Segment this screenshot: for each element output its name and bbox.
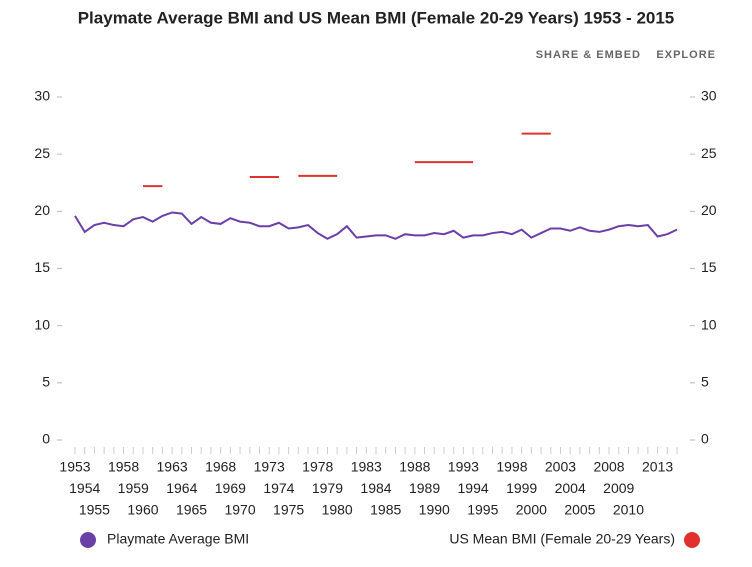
explore-link[interactable]: EXPLORE — [656, 49, 716, 61]
legend-label: US Mean BMI (Female 20-29 Years) — [449, 531, 675, 547]
series-line — [74, 211, 678, 240]
x-tick-label: 1983 — [351, 459, 382, 475]
share-embed-link[interactable]: SHARE & EMBED — [536, 49, 641, 61]
x-tick-label: 1958 — [108, 459, 139, 475]
y-tick-label-right: 30 — [701, 88, 717, 104]
x-tick-label: 1995 — [467, 502, 498, 518]
y-tick-label: 5 — [42, 374, 50, 390]
y-tick-label-right: 0 — [701, 431, 709, 447]
x-tick-label: 1953 — [59, 459, 90, 475]
series-line — [142, 132, 551, 188]
x-tick-label: 1955 — [79, 502, 110, 518]
x-tick-label: 2008 — [593, 459, 624, 475]
y-tick-label-right: 15 — [701, 259, 717, 275]
x-tick-label: 1965 — [176, 502, 207, 518]
x-tick-label: 1979 — [312, 480, 343, 496]
y-tick-label: 15 — [34, 259, 50, 275]
x-tick-label: 1960 — [127, 502, 158, 518]
x-tick-label: 1975 — [273, 502, 304, 518]
x-tick-label: 1964 — [166, 480, 197, 496]
x-tick-label: 2013 — [642, 459, 673, 475]
x-tick-label: 1980 — [322, 502, 353, 518]
y-tick-label: 30 — [34, 88, 50, 104]
x-tick-label: 1954 — [69, 480, 100, 496]
x-tick-label: 1994 — [458, 480, 489, 496]
y-tick-label-right: 5 — [701, 374, 709, 390]
y-tick-label-right: 10 — [701, 316, 717, 332]
x-tick-label: 1978 — [302, 459, 333, 475]
x-tick-label: 1963 — [157, 459, 188, 475]
x-tick-label: 1974 — [263, 480, 294, 496]
x-tick-label: 1970 — [224, 502, 255, 518]
y-tick-label: 25 — [34, 145, 50, 161]
x-tick-label: 1989 — [409, 480, 440, 496]
x-tick-label: 1998 — [496, 459, 527, 475]
y-tick-label: 20 — [34, 202, 50, 218]
y-tick-label-right: 20 — [701, 202, 717, 218]
x-tick-label: 1999 — [506, 480, 537, 496]
x-tick-label: 2010 — [613, 502, 644, 518]
x-tick-label: 1993 — [448, 459, 479, 475]
y-tick-label: 10 — [34, 316, 50, 332]
legend-label: Playmate Average BMI — [107, 531, 249, 547]
x-tick-label: 1985 — [370, 502, 401, 518]
chart-title: Playmate Average BMI and US Mean BMI (Fe… — [78, 8, 675, 27]
x-tick-label: 2003 — [545, 459, 576, 475]
x-tick-label: 2009 — [603, 480, 634, 496]
legend-marker — [684, 532, 700, 548]
x-tick-label: 1968 — [205, 459, 236, 475]
x-tick-label: 2005 — [564, 502, 595, 518]
x-tick-label: 2004 — [555, 480, 586, 496]
y-tick-label-right: 25 — [701, 145, 717, 161]
x-tick-label: 1984 — [360, 480, 391, 496]
x-tick-label: 1969 — [215, 480, 246, 496]
x-tick-label: 1973 — [254, 459, 285, 475]
x-tick-label: 1959 — [118, 480, 149, 496]
x-tick-label: 2000 — [516, 502, 547, 518]
x-tick-label: 1990 — [419, 502, 450, 518]
x-tick-label: 1988 — [399, 459, 430, 475]
legend-marker — [80, 532, 96, 548]
y-tick-label: 0 — [42, 431, 50, 447]
